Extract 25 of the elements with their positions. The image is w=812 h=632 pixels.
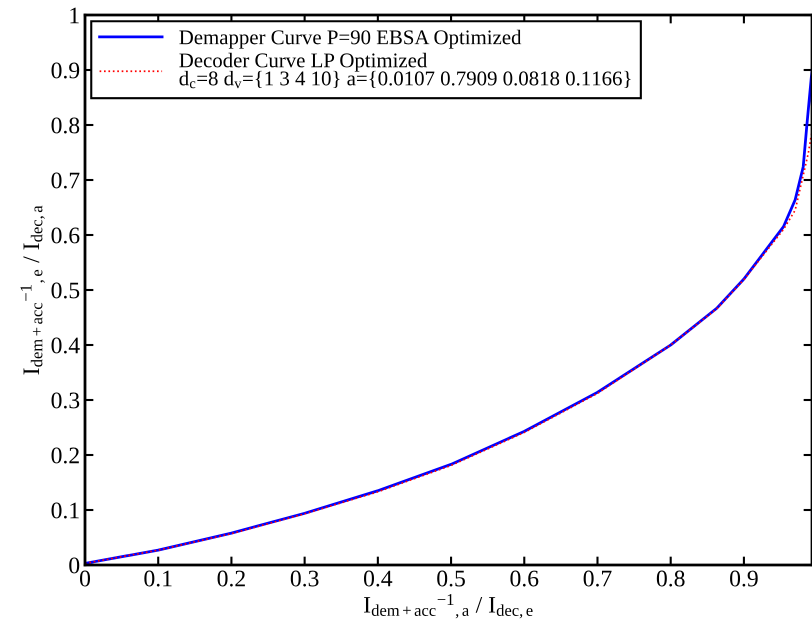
y-tick-label: 0.6 xyxy=(52,227,80,244)
x-tick-label: 0.1 xyxy=(144,570,172,587)
x-tick-label: 0.9 xyxy=(730,570,758,587)
legend-label: Demapper Curve P=90 EBSA Optimized xyxy=(179,30,522,49)
y-tick-label: 0.7 xyxy=(52,172,80,189)
y-tick-label: 0 xyxy=(69,557,80,574)
y-tick-label: 0.1 xyxy=(52,502,79,519)
y-tick-label: 0.3 xyxy=(52,392,80,409)
x-tick-label: 0.7 xyxy=(584,570,612,587)
y-tick-label: 0.2 xyxy=(52,447,79,464)
y-tick-label: 0.8 xyxy=(52,117,80,134)
x-tick-label: 0.5 xyxy=(437,570,465,587)
y-tick-label: 0.5 xyxy=(52,282,80,299)
x-tick-label: 0.8 xyxy=(656,570,685,587)
x-tick-label: 0.6 xyxy=(510,570,538,587)
y-tick-label: 1 xyxy=(70,8,79,24)
x-axis-title: I$_{dem+acc}$$^{−1}$$_{,a}$ / I$_{dec,e}$ xyxy=(364,594,533,618)
y-tick-label: 0.4 xyxy=(52,337,80,354)
x-tick-label: 0 xyxy=(80,570,90,586)
x-tick-label: 0.4 xyxy=(364,570,392,587)
x-tick-label: 0.3 xyxy=(290,570,318,587)
y-tick-label: 0.9 xyxy=(52,62,80,79)
legend-label: Decoder Curve LP Optimized d$_{c}$=8 d$_{v}$={1 3 4 10} a={0.0107 0.7909 0.0818 0.1166} xyxy=(179,52,631,88)
x-tick-label: 0.2 xyxy=(218,570,245,587)
y-axis-title: I$_{dem+acc}$$^{−1}$$_{,e}$ / I$_{dec,a}$ xyxy=(20,206,45,374)
